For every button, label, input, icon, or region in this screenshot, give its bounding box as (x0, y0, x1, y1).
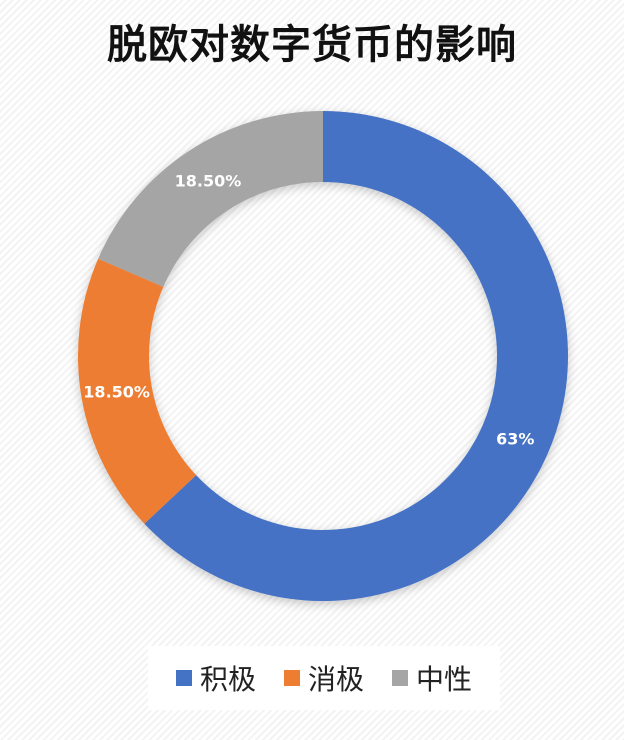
slice-negative (78, 258, 197, 524)
legend-label-negative: 消极 (307, 663, 364, 696)
legend-item-neutral: 中性 (392, 658, 472, 698)
legend-item-negative: 消极 (283, 658, 364, 698)
legend: 积极 消极 中性 (148, 646, 500, 710)
chart-title: 脱欧对数字货币的影响 (107, 22, 517, 68)
legend-swatch-neutral (392, 670, 408, 686)
data-label-neutral: 18.50% (175, 171, 242, 190)
data-label-positive: 63% (496, 430, 534, 449)
legend-swatch-negative (283, 670, 300, 686)
legend-swatch-positive (175, 670, 192, 686)
slice-positive (144, 111, 568, 601)
legend-label-neutral: 中性 (416, 663, 473, 696)
data-label-negative: 18.50% (83, 383, 150, 402)
legend-item-positive: 积极 (175, 658, 256, 698)
slice-neutral (98, 111, 323, 287)
legend-label-positive: 积极 (199, 663, 256, 696)
